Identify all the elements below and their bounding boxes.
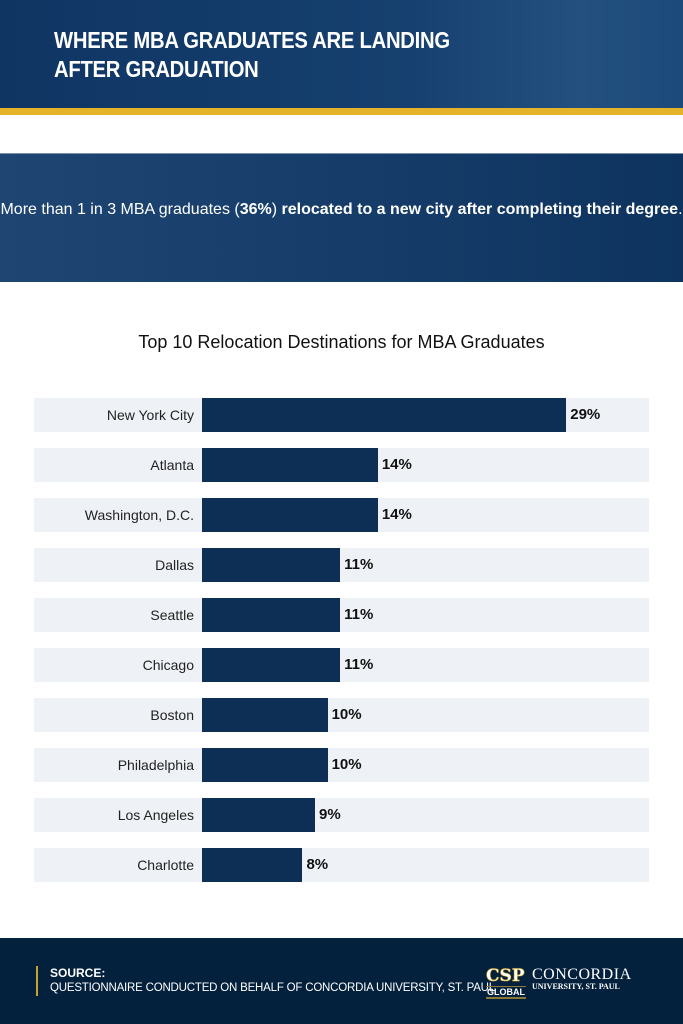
title-line-2: AFTER GRADUATION xyxy=(54,56,259,82)
logo-name: CONCORDIA xyxy=(532,966,632,983)
category-label: Los Angeles xyxy=(117,807,194,823)
category-label: Seattle xyxy=(150,607,194,623)
bar-row: Seattle 11% xyxy=(34,598,649,632)
category-label: Washington, D.C. xyxy=(84,507,194,523)
title-line-1: WHERE MBA GRADUATES ARE LANDING xyxy=(54,27,450,53)
bar xyxy=(202,648,341,682)
bar-row: Washington, D.C. 14% xyxy=(34,498,649,532)
data-label: 14% xyxy=(381,506,412,523)
stat-text-a: More than 1 in 3 MBA graduates ( xyxy=(0,201,240,218)
bar-row: Atlanta 14% xyxy=(34,448,649,482)
data-label: 14% xyxy=(381,456,412,473)
bar-row: Charlotte 8% xyxy=(34,848,649,882)
bar-row: Chicago 11% xyxy=(34,648,649,682)
data-label: 29% xyxy=(570,406,601,423)
bar xyxy=(202,698,328,732)
data-label: 10% xyxy=(331,706,362,723)
category-label: Chicago xyxy=(142,657,194,673)
page-title: WHERE MBA GRADUATES ARE LANDING AFTER GRA… xyxy=(54,26,450,84)
logo-mark: CSP xyxy=(486,966,525,987)
category-label: Dallas xyxy=(155,557,194,573)
source-text: QUESTIONNAIRE CONDUCTED ON BEHALF OF CON… xyxy=(50,982,495,994)
logo-sub: GLOBAL xyxy=(486,986,526,999)
bar xyxy=(202,498,378,532)
data-label: 9% xyxy=(319,806,341,823)
bar xyxy=(202,448,378,482)
bar-row: Dallas 11% xyxy=(34,548,649,582)
bar xyxy=(202,548,341,582)
stat-banner: More than 1 in 3 MBA graduates (36%) rel… xyxy=(0,153,683,282)
stat-highlight: 36% xyxy=(239,201,272,218)
chart-title: Top 10 Relocation Destinations for MBA G… xyxy=(138,332,545,352)
source-label: SOURCE: xyxy=(50,966,106,980)
bar-row: New York City 29% xyxy=(34,398,649,432)
data-label: 11% xyxy=(344,656,374,673)
logo-tagline: UNIVERSITY, ST. PAUL xyxy=(532,982,620,991)
bar xyxy=(202,598,341,632)
data-label: 10% xyxy=(331,756,362,773)
bar-row: Philadelphia 10% xyxy=(34,748,649,782)
concordia-logo: CSP GLOBAL CONCORDIA UNIVERSITY, ST. PAU… xyxy=(486,966,631,999)
data-label: 8% xyxy=(306,856,329,873)
bar xyxy=(202,748,328,782)
category-label: Boston xyxy=(150,707,194,723)
category-label: Atlanta xyxy=(150,457,194,473)
category-label: New York City xyxy=(106,407,194,423)
category-label: Philadelphia xyxy=(117,757,194,773)
data-label: 11% xyxy=(344,606,374,623)
header-banner: WHERE MBA GRADUATES ARE LANDING AFTER GRA… xyxy=(0,0,683,108)
bar-row: Boston 10% xyxy=(34,698,649,732)
category-label: Charlotte xyxy=(137,857,194,873)
stat-end: . xyxy=(678,201,683,218)
gold-divider xyxy=(0,108,683,115)
data-label: 11% xyxy=(344,556,374,573)
bar-row: Los Angeles 9% xyxy=(34,798,649,832)
stat-text-b: ) xyxy=(271,201,282,218)
bar xyxy=(202,848,303,882)
bar xyxy=(202,798,316,832)
source: SOURCE: QUESTIONNAIRE CONDUCTED ON BEHAL… xyxy=(36,966,495,996)
stat-text: More than 1 in 3 MBA graduates (36%) rel… xyxy=(0,198,683,222)
bar xyxy=(202,398,567,432)
stat-bold: relocated to a new city after completing… xyxy=(281,201,679,218)
footer: SOURCE: QUESTIONNAIRE CONDUCTED ON BEHAL… xyxy=(0,938,683,1024)
